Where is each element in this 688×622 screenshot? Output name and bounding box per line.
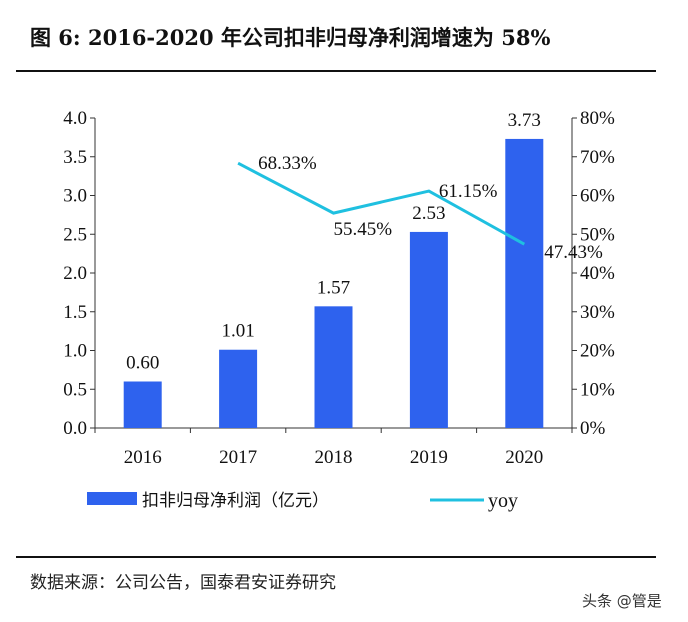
yoy-label: 68.33% bbox=[258, 153, 317, 174]
source-divider bbox=[16, 556, 656, 558]
x-tick-label: 2016 bbox=[124, 447, 162, 468]
bar-2017 bbox=[219, 349, 258, 428]
left-tick-label: 1.5 bbox=[63, 302, 87, 323]
legend-bar-label: 扣非归母净利润（亿元） bbox=[142, 491, 329, 511]
x-tick-label: 2017 bbox=[219, 447, 257, 468]
bar-label: 1.01 bbox=[221, 321, 254, 342]
x-tick-label: 2020 bbox=[505, 447, 543, 468]
bar-2018 bbox=[314, 306, 353, 428]
left-tick-label: 1.0 bbox=[63, 341, 87, 362]
bar-2016 bbox=[123, 381, 162, 428]
left-tick-label: 0.5 bbox=[63, 379, 87, 400]
right-tick-label: 20% bbox=[580, 341, 615, 362]
yoy-label: 61.15% bbox=[439, 181, 498, 202]
left-tick-label: 2.5 bbox=[63, 224, 87, 245]
right-tick-label: 10% bbox=[580, 379, 615, 400]
left-tick-label: 2.0 bbox=[63, 263, 87, 284]
watermark: 头条 @管是 bbox=[582, 592, 662, 610]
yoy-label: 47.43% bbox=[544, 242, 603, 263]
yoy-label: 55.45% bbox=[334, 219, 393, 240]
title-divider bbox=[16, 70, 656, 72]
right-tick-label: 30% bbox=[580, 302, 615, 323]
left-tick-label: 3.0 bbox=[63, 186, 87, 207]
right-tick-label: 80% bbox=[580, 108, 615, 129]
bar-2019 bbox=[409, 231, 448, 428]
legend-bar-swatch bbox=[87, 492, 137, 505]
left-tick-label: 4.0 bbox=[63, 108, 87, 129]
x-tick-label: 2018 bbox=[315, 447, 353, 468]
bar-2020 bbox=[505, 138, 544, 429]
legend-line-label: yoy bbox=[488, 490, 518, 512]
bar-label: 2.53 bbox=[412, 203, 445, 224]
bar-label: 3.73 bbox=[508, 110, 541, 131]
yoy-line bbox=[237, 161, 526, 246]
bar-label: 0.60 bbox=[126, 353, 159, 374]
right-tick-label: 0% bbox=[580, 418, 606, 439]
right-tick-label: 40% bbox=[580, 263, 615, 284]
x-tick-label: 2019 bbox=[410, 447, 448, 468]
right-tick-label: 50% bbox=[580, 224, 615, 245]
left-tick-label: 0.0 bbox=[63, 418, 87, 439]
right-tick-label: 60% bbox=[580, 186, 615, 207]
left-tick-label: 3.5 bbox=[63, 147, 87, 168]
right-tick-label: 70% bbox=[580, 147, 615, 168]
bar-label: 1.57 bbox=[317, 277, 350, 298]
source-note: 数据来源：公司公告，国泰君安证券研究 bbox=[30, 573, 336, 593]
chart-title: 图 6: 2016-2020 年公司扣非归母净利润增速为 58% bbox=[30, 25, 551, 50]
